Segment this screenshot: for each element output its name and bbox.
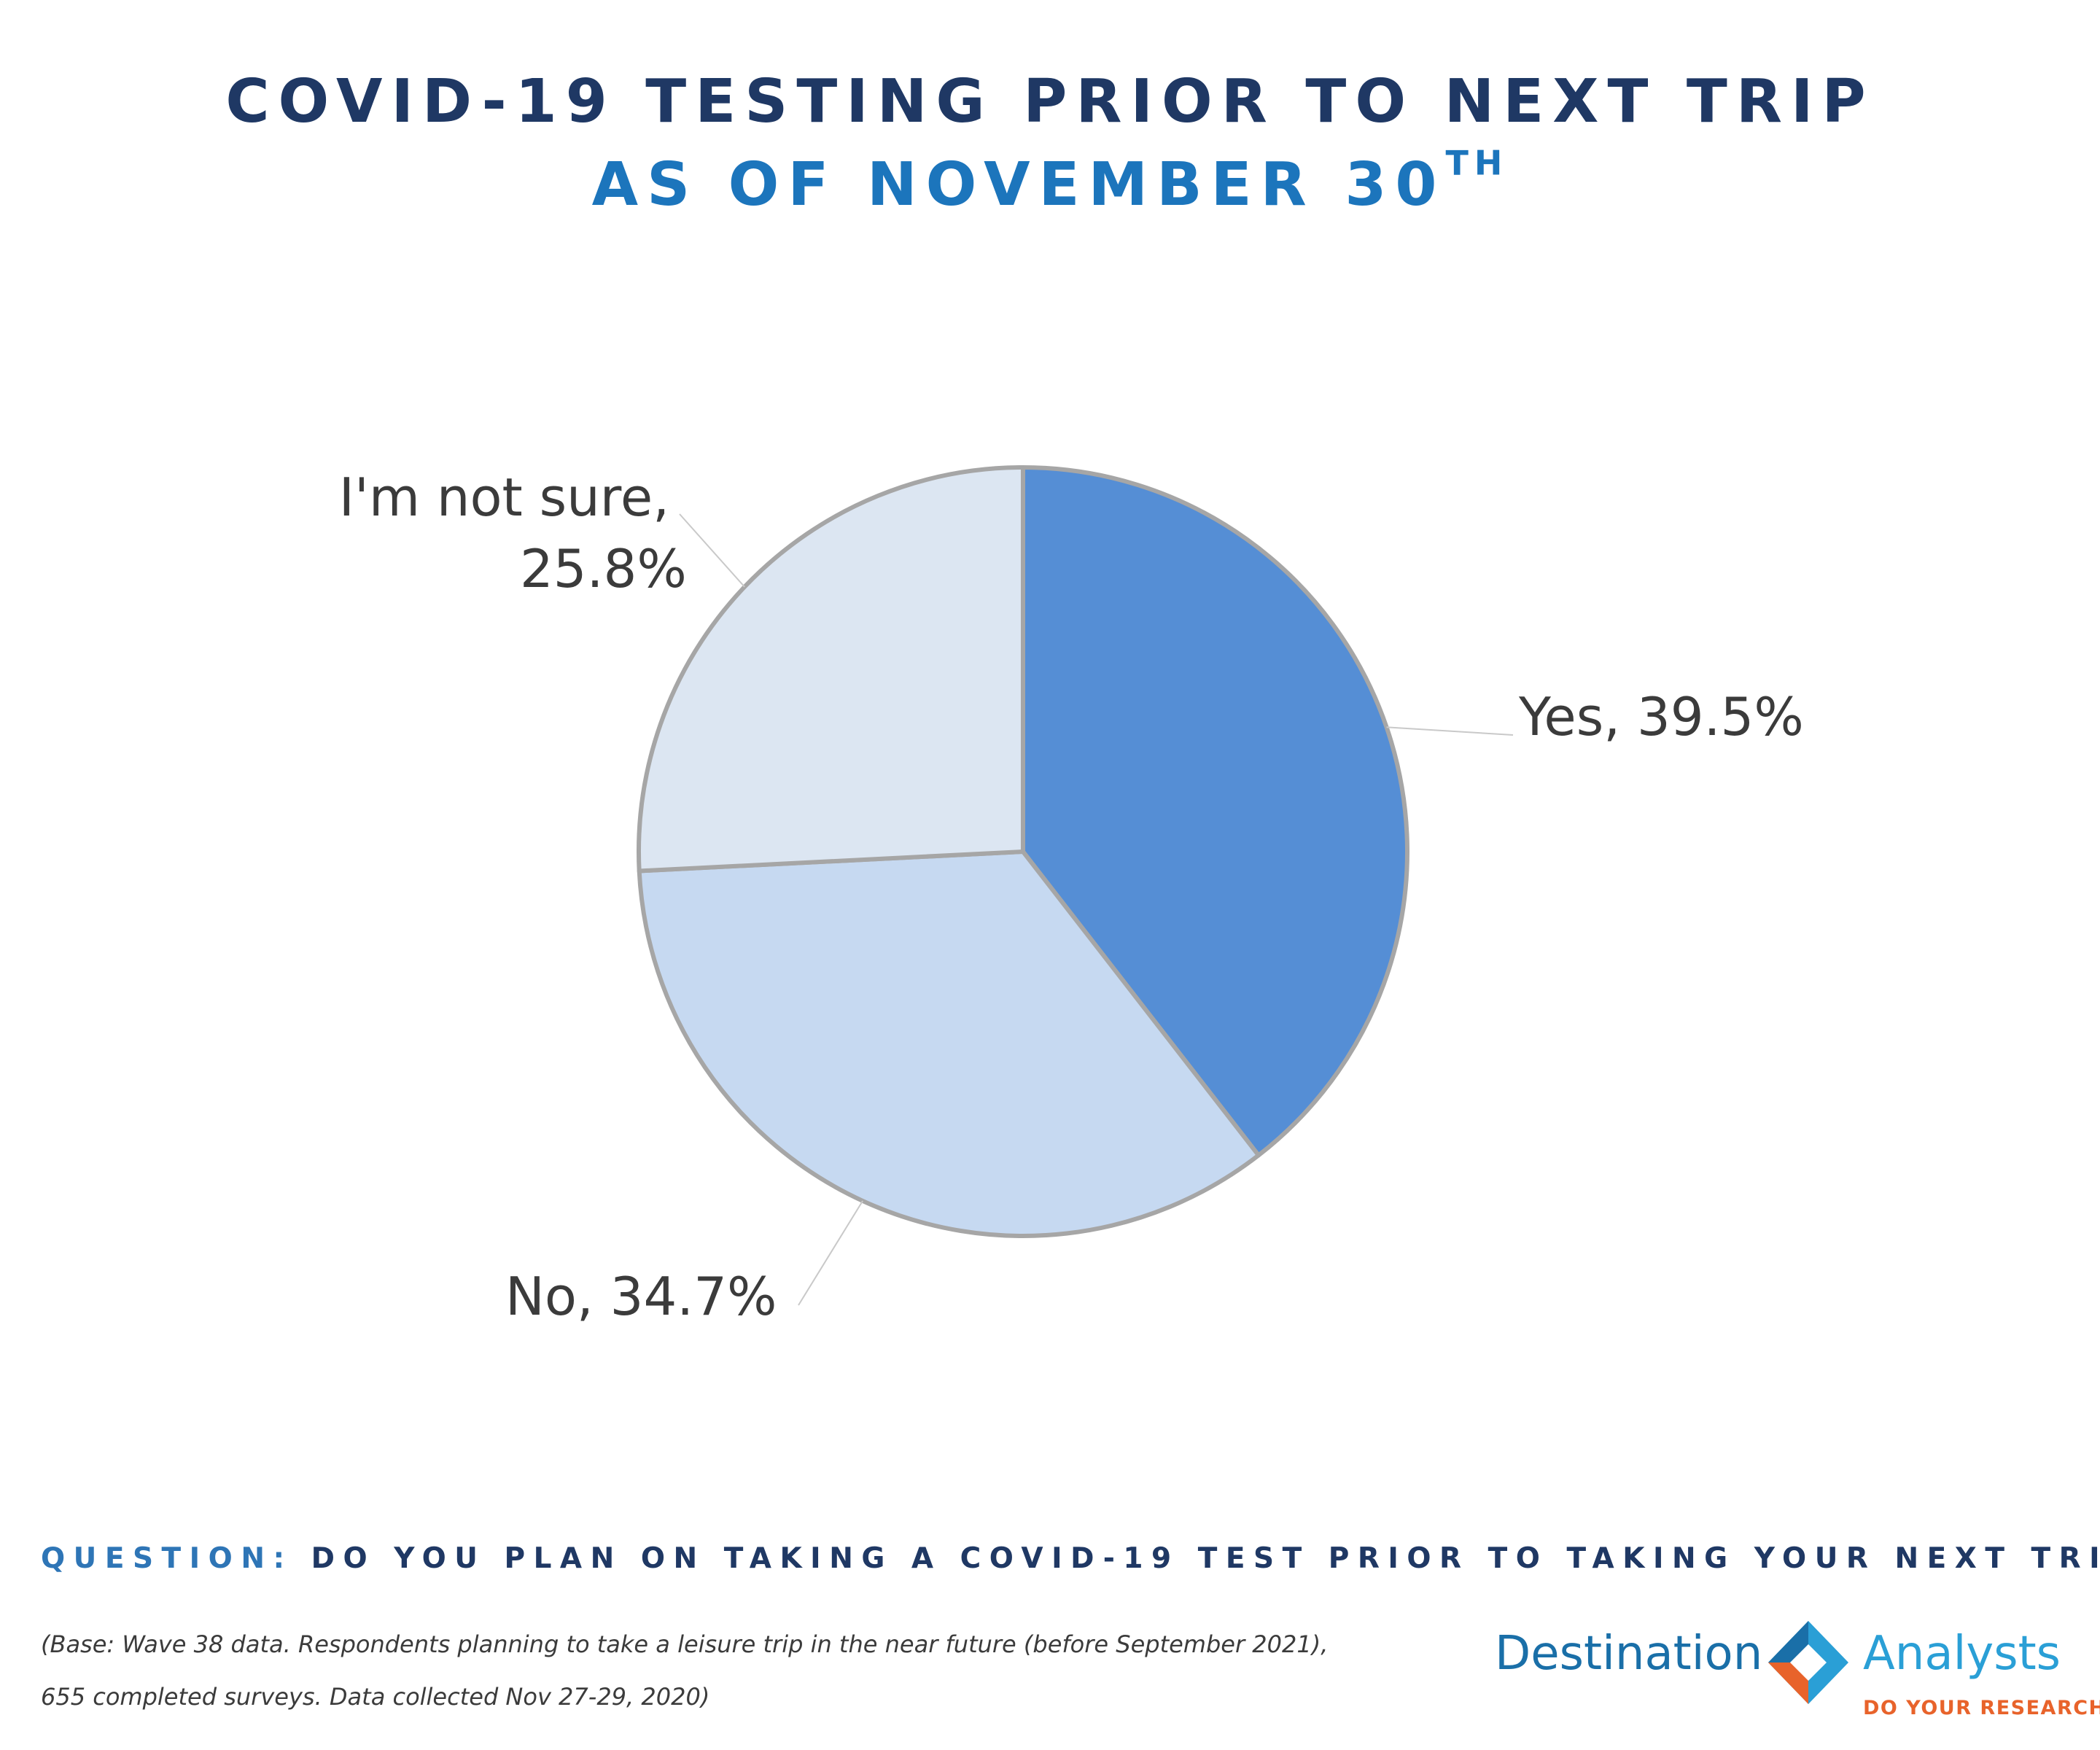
logo-diamond-icon (1768, 1621, 1848, 1704)
base-note-line-1: (Base: Wave 38 data. Respondents plannin… (41, 1630, 1329, 1658)
question-text: DO YOU PLAN ON TAKING A COVID-19 TEST PR… (311, 1542, 2100, 1575)
leader-line-yes (1386, 726, 1514, 736)
logo-word-analysts: Analysts (1863, 1627, 2061, 1681)
pie-chart: Yes, 39.5% No, 34.7% I'm not sure, 25.8% (339, 465, 1804, 1327)
logo-tagline: DO YOUR RESEARCH (1863, 1697, 2100, 1719)
chart-title: COVID-19 TESTING PRIOR TO NEXT TRIP (225, 67, 1875, 136)
destination-analysts-logo: Destination Analysts DO YOUR RESEARCH (1495, 1615, 2100, 1724)
leader-line-no (798, 1200, 863, 1306)
leader-line-i-m-not-sure (679, 513, 745, 588)
slice-label-no: No, 34.7% (505, 1266, 777, 1327)
pie-slices (637, 465, 1409, 1238)
pie-slice-yes (1021, 465, 1409, 1158)
base-note-line-2: 655 completed surveys. Data collected No… (41, 1683, 710, 1711)
leader-lines (679, 513, 1514, 1306)
slice-label-yes: Yes, 39.5% (1518, 686, 1804, 747)
slice-label-not-sure-line2: 25.8% (520, 538, 687, 599)
subtitle-text: AS OF NOVEMBER 30 (591, 150, 1446, 219)
survey-question: QUESTION: DO YOU PLAN ON TAKING A COVID-… (41, 1542, 2100, 1575)
pie-slice-no (637, 849, 1261, 1238)
slice-label-not-sure-line1: I'm not sure, (339, 467, 669, 528)
question-label: QUESTION: (41, 1542, 293, 1575)
subtitle-superscript: TH (1445, 143, 1509, 183)
chart-subtitle: AS OF NOVEMBER 30TH (0, 147, 2100, 219)
logo-word-destination: Destination (1495, 1627, 1763, 1681)
pie-slice-i-m-not-sure (637, 465, 1025, 874)
